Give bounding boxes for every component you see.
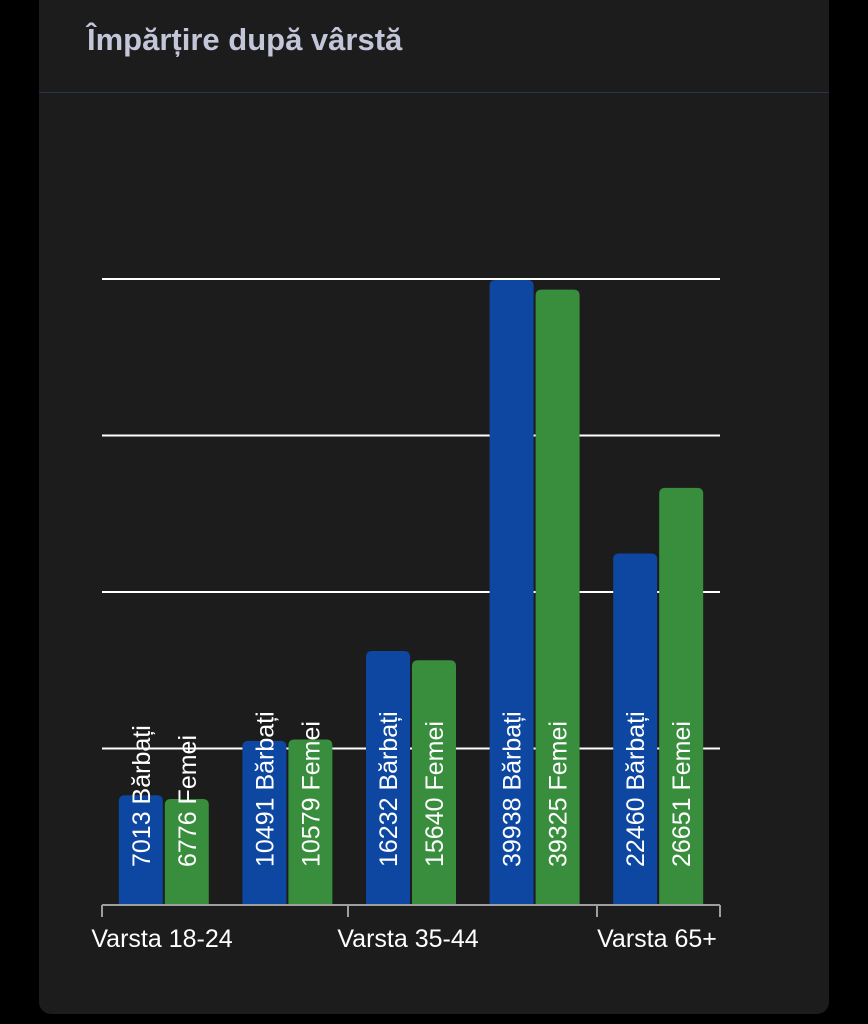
bar-female[interactable] [288, 739, 333, 905]
bar-male[interactable] [118, 795, 163, 905]
bar-label-female: 26651 Femei [668, 721, 696, 867]
bar-label-male: 22460 Bărbați [622, 711, 650, 867]
bars [118, 279, 704, 906]
bar-female[interactable] [659, 487, 704, 905]
x-tick-label: Varsta 65+ [597, 925, 717, 953]
grid-lines [102, 278, 720, 750]
card-title: Împărțire după vârstă [87, 22, 403, 57]
bar-male[interactable] [366, 650, 410, 905]
bar-label-male: 16232 Bărbați [375, 711, 403, 867]
bar-female[interactable] [412, 660, 456, 905]
bar-male[interactable] [489, 279, 534, 905]
bar-female[interactable] [164, 798, 209, 905]
bar-label-male: 7013 Bărbați [128, 725, 156, 867]
bar-label-female: 10579 Femei [297, 721, 325, 867]
x-axis: Varsta 18-24 Varsta 35-44 Varsta 65+ [91, 904, 721, 953]
bar-label-female: 6776 Femei [174, 735, 202, 867]
bar-label-male: 10491 Bărbați [251, 711, 279, 867]
bar-label-female: 15640 Femei [421, 721, 449, 867]
bar-labels: 7013 Bărbați 6776 Femei 10491 Bărbați 10579… [128, 711, 696, 867]
title-divider [39, 92, 829, 93]
bar-male[interactable] [242, 740, 287, 905]
x-tick-label: Varsta 18-24 [91, 925, 232, 953]
bar-label-female: 39325 Femei [545, 721, 573, 867]
bar-female[interactable] [535, 289, 580, 906]
bar-label-male: 39938 Bărbați [499, 711, 527, 867]
bar-male[interactable] [613, 553, 658, 905]
x-tick-label: Varsta 35-44 [337, 925, 478, 953]
